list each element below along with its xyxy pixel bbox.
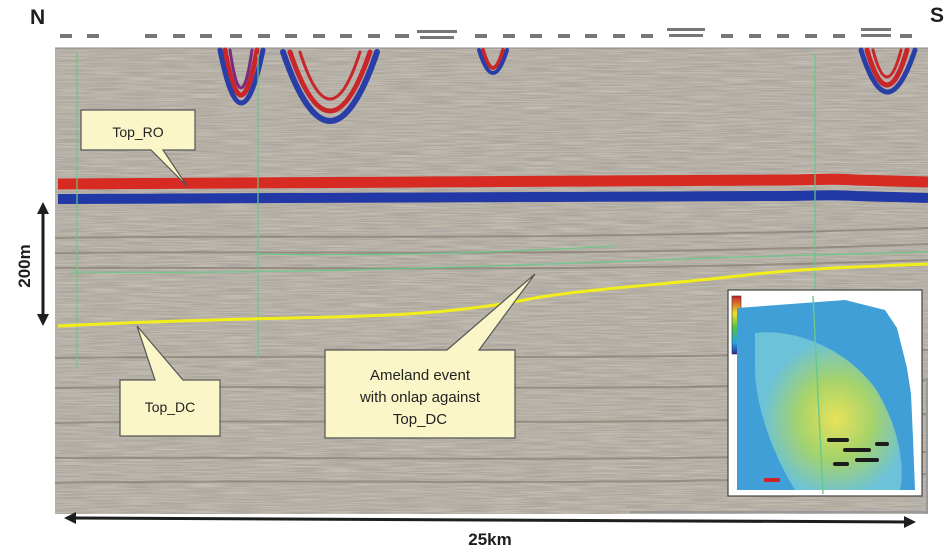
- horizontal-scale-arrowhead-right: [904, 516, 916, 528]
- horizontal-scale-arrow: [73, 516, 907, 524]
- green-horizons: [69, 54, 928, 368]
- vertical-scale-arrowhead-top: [37, 202, 49, 214]
- inset-map-section-line: [812, 295, 824, 495]
- horizon-top-dc: [57, 262, 928, 328]
- callout-ameland-line3: Top_DC: [393, 411, 447, 428]
- inset-map-scalebar: [764, 478, 780, 482]
- callout-top-dc: Top_DC: [119, 325, 221, 437]
- inset-map: [727, 289, 923, 497]
- north-label: N: [30, 6, 46, 29]
- callout-ameland-line1: Ameland event: [370, 367, 471, 384]
- callout-top-dc-label: Top_DC: [145, 399, 196, 415]
- channel-reflector-2: [280, 49, 380, 124]
- callout-ameland-line2: with onlap against: [359, 389, 481, 406]
- seismic-section: Top_RO Top_DC Ameland event with onlap a…: [55, 28, 928, 514]
- horizontal-scale: 25km: [64, 512, 916, 549]
- horizontal-scale-arrowhead-left: [64, 512, 76, 524]
- inset-map-wells: [827, 438, 889, 466]
- callout-top-ro-label: Top_RO: [112, 124, 163, 140]
- callout-top-ro: Top_RO: [80, 109, 196, 187]
- horizontal-scale-label: 25km: [468, 530, 511, 549]
- callout-ameland: Ameland event with onlap against Top_DC: [324, 273, 536, 439]
- south-label: S: [930, 4, 945, 27]
- trace-header-ticks: [55, 28, 928, 49]
- channel-reflector-3: [477, 48, 509, 75]
- channel-reflector-4: [858, 47, 918, 95]
- vertical-scale-arrowhead-bottom: [37, 314, 49, 326]
- horizon-top-ro: [57, 173, 928, 204]
- vertical-scale: 200m: [15, 202, 49, 326]
- vertical-scale-label: 200m: [15, 244, 34, 287]
